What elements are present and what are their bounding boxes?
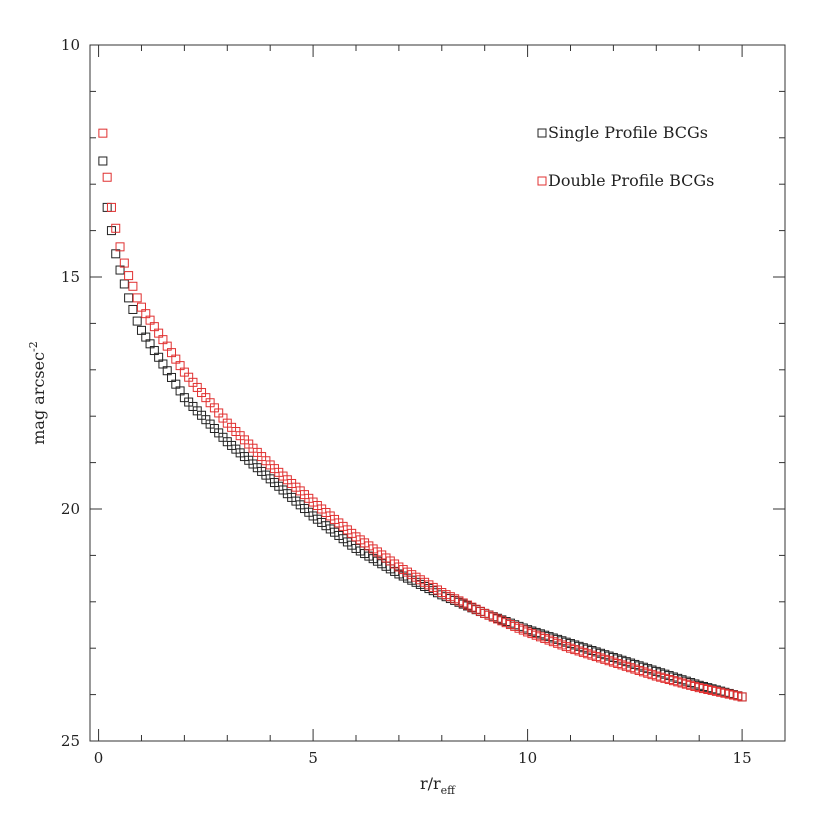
legend-marker-double <box>537 176 547 186</box>
data-point-single <box>132 316 142 326</box>
x-tick-label: 15 <box>733 749 752 767</box>
data-point-double <box>111 223 121 233</box>
data-point-single <box>124 293 134 303</box>
data-point-single <box>98 156 108 166</box>
x-axis-label: r/reff <box>420 774 456 797</box>
data-point-double <box>119 258 129 268</box>
points-layer <box>98 128 747 702</box>
axes-layer: 0 5 10 15 10 15 20 25 <box>61 36 786 767</box>
data-point-double <box>102 172 112 182</box>
data-point-single <box>128 304 138 314</box>
y-tick-label: 20 <box>61 500 80 518</box>
data-point-double <box>124 271 134 281</box>
data-point-double <box>128 281 138 291</box>
plot-frame <box>89 44 786 742</box>
legend-label-double: Double Profile BCGs <box>548 171 714 190</box>
x-tick-label: 5 <box>308 749 318 767</box>
y-tick-label: 10 <box>61 36 80 54</box>
legend-marker-single <box>537 128 547 138</box>
y-axis-label-main: mag arcsec <box>29 352 48 445</box>
x-axis-label-main: r/r <box>420 774 441 793</box>
data-point-double <box>115 242 125 252</box>
y-tick-label: 25 <box>61 732 80 750</box>
data-point-double <box>132 293 142 303</box>
data-point-double <box>98 128 108 138</box>
x-tick-label: 0 <box>94 749 104 767</box>
data-point-double <box>106 202 116 212</box>
legend-label-single: Single Profile BCGs <box>548 123 708 142</box>
data-point-double <box>737 692 747 702</box>
y-axis-label: mag arcsec-2 <box>27 341 48 445</box>
y-tick-label: 15 <box>61 268 80 286</box>
x-tick-label: 10 <box>518 749 537 767</box>
y-axis-label-superscript: -2 <box>27 341 40 352</box>
x-axis-label-subscript: eff <box>441 784 457 797</box>
legend: Single Profile BCGs Double Profile BCGs <box>537 123 714 190</box>
